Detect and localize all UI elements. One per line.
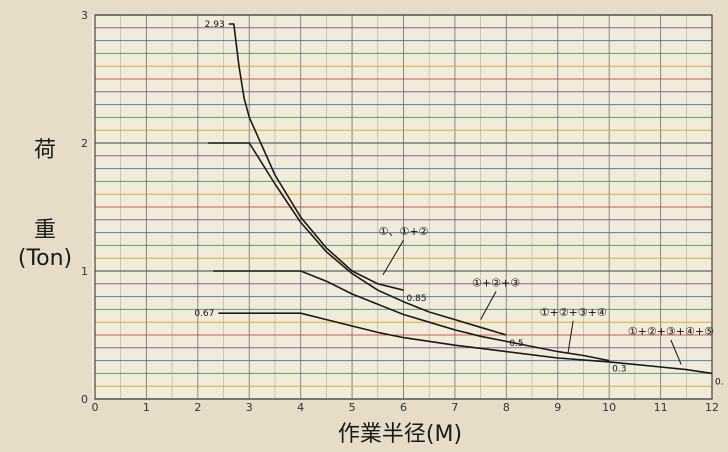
x-axis-title: 作業半径(M) — [338, 422, 462, 447]
value-label: 0.67 — [194, 309, 214, 319]
x-tick-label: 3 — [246, 401, 253, 414]
plot-frame — [94, 14, 713, 400]
x-tick-label: 0 — [92, 401, 99, 414]
y-axis-title-2: 重 — [34, 218, 56, 243]
y-tick-label: 3 — [81, 9, 88, 22]
x-tick-label: 10 — [602, 401, 616, 414]
series-label-pointer — [567, 320, 574, 353]
series-label-pointer — [382, 239, 404, 276]
series-lines — [208, 23, 713, 375]
x-tick-label: 2 — [194, 401, 201, 414]
series-label-pointer — [670, 339, 682, 365]
y-axis-title-1: 荷 — [34, 138, 56, 163]
value-label: 0.85 — [407, 294, 427, 304]
y-axis-title-3: (Ton) — [18, 246, 72, 271]
x-tick-label: 1 — [143, 401, 150, 414]
annotations: 2.93 0.67 0.85 0.5 0.3 0. ①、①+② ①+②+③ ①+②+③+④ ①+②… — [194, 20, 723, 387]
y-tick-label: 0 — [81, 393, 88, 406]
series-label: ①+②+③+④+⑤ — [628, 325, 714, 338]
series-line — [208, 142, 507, 336]
grid — [94, 14, 713, 400]
series-line — [213, 270, 610, 362]
value-label: 0.5 — [509, 339, 523, 349]
series-label: ①+②+③+④ — [540, 306, 607, 319]
x-tick-label: 7 — [451, 401, 458, 414]
x-tick-label: 8 — [503, 401, 510, 414]
y-tick-label: 2 — [81, 137, 88, 150]
value-label: 0.3 — [612, 365, 626, 375]
series-label: ①、①+② — [379, 225, 429, 238]
value-label: 2.93 — [205, 20, 225, 30]
x-tick-label: 4 — [297, 401, 304, 414]
x-tick-label: 9 — [554, 401, 561, 414]
y-tick-label: 1 — [81, 265, 88, 278]
series-line — [218, 312, 713, 375]
value-label: 0. — [715, 377, 724, 387]
series-label: ①+②+③ — [472, 276, 520, 289]
x-tick-label: 11 — [654, 401, 668, 414]
series-line — [228, 23, 404, 291]
x-tick-label: 6 — [400, 401, 407, 414]
x-tick-label: 5 — [349, 401, 356, 414]
x-tick-label: 12 — [705, 401, 719, 414]
series-label-pointer — [480, 291, 497, 320]
